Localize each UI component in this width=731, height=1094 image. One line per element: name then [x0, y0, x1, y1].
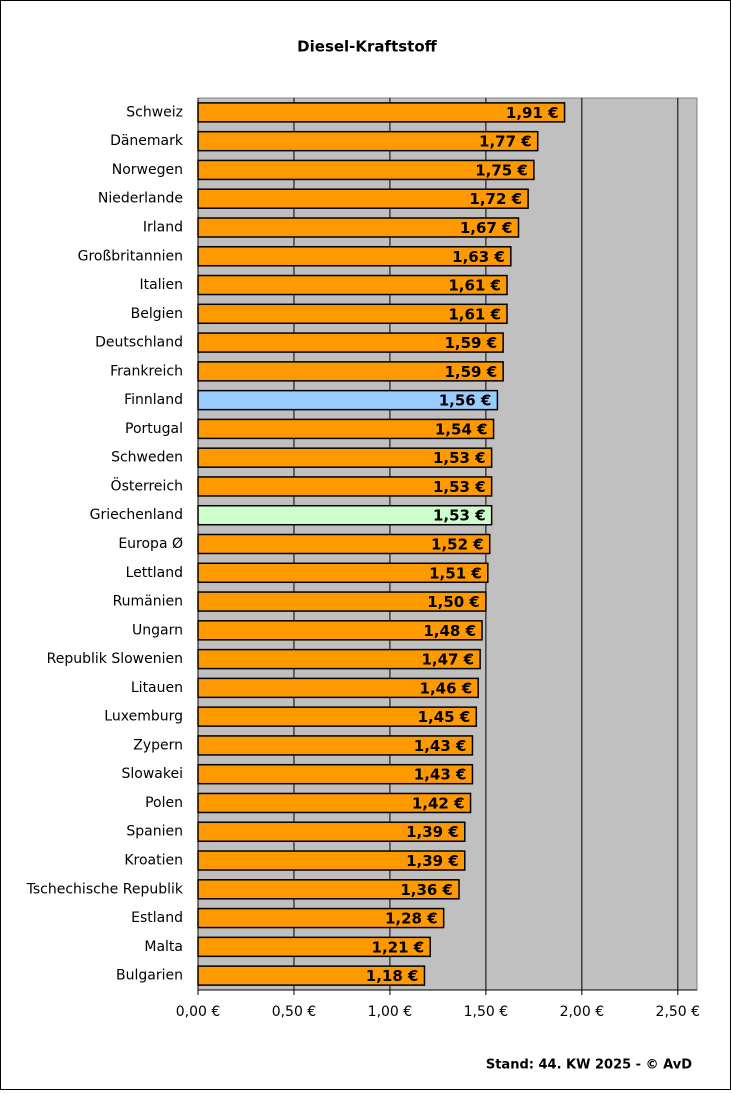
- y-tick-label: Italien: [140, 277, 183, 293]
- value-label: 1,52 €: [431, 536, 484, 554]
- y-tick-label: Ungarn: [132, 622, 183, 638]
- y-tick-label: Irland: [143, 219, 183, 235]
- y-tick-label: Kroatien: [124, 853, 183, 869]
- y-tick-label: Schweden: [111, 450, 183, 466]
- x-tick-label: 0,50 €: [272, 1004, 317, 1020]
- y-tick-label: Schweiz: [126, 104, 183, 120]
- value-label: 1,61 €: [448, 305, 501, 323]
- y-tick-label: Spanien: [126, 824, 183, 840]
- y-tick-label: Malta: [144, 939, 183, 955]
- value-label: 1,77 €: [479, 133, 532, 151]
- value-label: 1,43 €: [414, 737, 467, 755]
- y-tick-label: Niederlande: [98, 191, 183, 207]
- value-label: 1,63 €: [452, 248, 505, 266]
- value-label: 1,48 €: [423, 622, 476, 640]
- y-tick-label: Norwegen: [112, 162, 183, 178]
- value-label: 1,46 €: [420, 679, 473, 697]
- y-tick-label: Luxemburg: [104, 709, 183, 725]
- y-tick-label: Bulgarien: [116, 968, 183, 984]
- y-tick-label: Finnland: [124, 392, 183, 408]
- y-tick-label: Polen: [145, 795, 183, 811]
- value-label: 1,18 €: [366, 967, 419, 985]
- value-label: 1,39 €: [406, 823, 459, 841]
- x-tick-label: 0,00 €: [176, 1004, 221, 1020]
- y-tick-label: Litauen: [131, 680, 183, 696]
- value-label: 1,72 €: [469, 190, 522, 208]
- value-label: 1,54 €: [435, 420, 488, 438]
- y-tick-label: Republik Slowenien: [47, 651, 183, 667]
- value-label: 1,67 €: [460, 219, 513, 237]
- y-tick-label: Tschechische Republik: [26, 881, 184, 897]
- value-label: 1,51 €: [429, 564, 482, 582]
- value-label: 1,75 €: [475, 161, 528, 179]
- y-tick-label: Slowakei: [122, 766, 183, 782]
- y-tick-label: Großbritannien: [78, 248, 183, 264]
- y-tick-label: Belgien: [131, 306, 183, 322]
- y-tick-label: Griechenland: [90, 507, 183, 523]
- value-label: 1,39 €: [406, 852, 459, 870]
- value-label: 1,50 €: [427, 593, 480, 611]
- x-tick-label: 1,50 €: [464, 1004, 509, 1020]
- y-tick-label: Rumänien: [113, 594, 183, 610]
- value-label: 1,53 €: [433, 507, 486, 525]
- value-label: 1,59 €: [444, 363, 497, 381]
- y-tick-label: Estland: [131, 910, 183, 926]
- x-tick-label: 2,50 €: [656, 1004, 701, 1020]
- value-label: 1,42 €: [412, 794, 465, 812]
- y-tick-label: Europa Ø: [118, 536, 183, 552]
- value-label: 1,53 €: [433, 478, 486, 496]
- value-label: 1,28 €: [385, 910, 438, 928]
- y-tick-label: Lettland: [126, 565, 183, 581]
- value-label: 1,56 €: [439, 392, 492, 410]
- value-label: 1,61 €: [448, 277, 501, 295]
- y-tick-label: Frankreich: [110, 363, 183, 379]
- y-tick-label: Zypern: [133, 737, 183, 753]
- value-label: 1,91 €: [506, 104, 559, 122]
- y-tick-label: Österreich: [111, 476, 183, 494]
- value-label: 1,36 €: [400, 881, 453, 899]
- y-tick-label: Portugal: [125, 421, 183, 437]
- y-tick-label: Deutschland: [95, 335, 183, 351]
- value-label: 1,53 €: [433, 449, 486, 467]
- footnote: Stand: 44. KW 2025 - © AvD: [486, 1058, 692, 1073]
- value-label: 1,47 €: [421, 651, 474, 669]
- value-label: 1,43 €: [414, 766, 467, 784]
- value-label: 1,59 €: [444, 334, 497, 352]
- value-label: 1,21 €: [372, 938, 425, 956]
- chart-title: Diesel-Kraftstoff: [297, 38, 437, 56]
- x-tick-label: 1,00 €: [368, 1004, 413, 1020]
- y-tick-label: Dänemark: [110, 133, 184, 149]
- x-tick-label: 2,00 €: [560, 1004, 605, 1020]
- value-label: 1,45 €: [418, 708, 471, 726]
